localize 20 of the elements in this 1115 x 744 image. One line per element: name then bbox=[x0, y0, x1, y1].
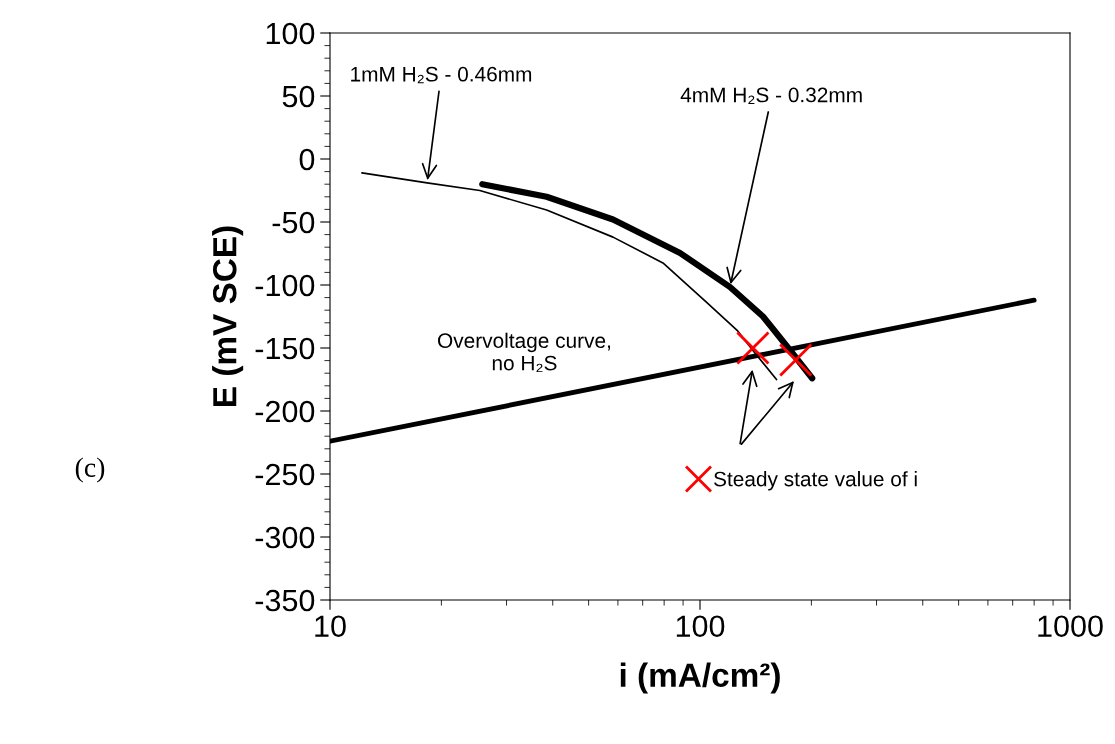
y-tick-label: -50 bbox=[272, 211, 315, 234]
y-axis-title: E (mV SCE) bbox=[212, 226, 244, 406]
series-label: Overvoltage curve, no H₂S bbox=[438, 332, 610, 373]
y-tick-label: -350 bbox=[255, 589, 315, 612]
y-tick-label: -250 bbox=[255, 463, 315, 486]
legend-label: Steady state value of i bbox=[714, 471, 917, 491]
x-tick-label: 100 bbox=[676, 615, 725, 638]
text: 4mM H₂S - 0.32mm bbox=[680, 87, 862, 104]
x-axis-title: i (mA/cm²) bbox=[620, 662, 780, 694]
text: 1mM H₂S - 0.46mm bbox=[351, 66, 532, 84]
y-tick-label: -100 bbox=[255, 274, 315, 297]
x-tick-label: 10 bbox=[315, 615, 346, 638]
y-tick-label: 50 bbox=[282, 85, 315, 108]
y-tick-label: -300 bbox=[255, 526, 315, 549]
y-tick-label: -200 bbox=[255, 400, 315, 423]
text: (c) bbox=[75, 457, 105, 483]
y-tick-label: 100 bbox=[266, 22, 315, 45]
y-tick-label: -150 bbox=[255, 337, 315, 360]
y-tick-label: 0 bbox=[299, 148, 315, 171]
x-tick-label: 1000 bbox=[1038, 615, 1103, 638]
